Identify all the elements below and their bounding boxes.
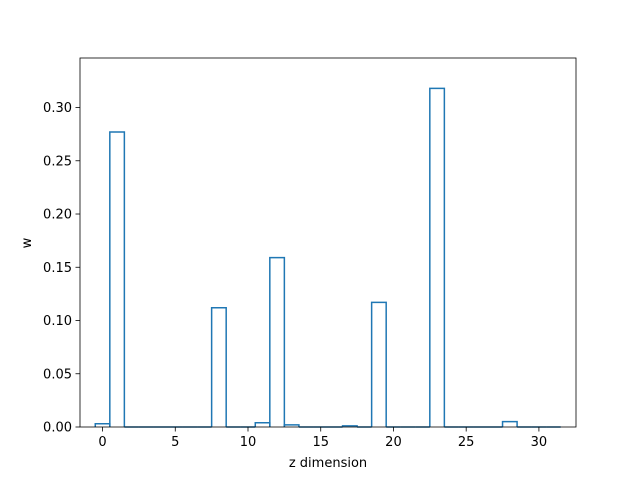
x-tick-label: 25 xyxy=(458,435,475,450)
x-tick-label: 20 xyxy=(385,435,402,450)
step-bar xyxy=(269,256,286,427)
y-tick-label: 0.20 xyxy=(43,208,72,223)
step-bar xyxy=(370,301,387,427)
step-bar xyxy=(501,420,518,427)
axes-frame xyxy=(79,57,577,428)
step-bar xyxy=(210,306,227,427)
step-bar xyxy=(429,87,446,427)
plot-area xyxy=(79,57,577,428)
x-tick-label: 15 xyxy=(312,435,329,450)
x-axis: 0 5 10 15 20 25 30 xyxy=(98,427,547,450)
x-tick-label: 5 xyxy=(171,435,179,450)
y-tick-label: 0.05 xyxy=(43,367,72,382)
x-tick-label: 10 xyxy=(240,435,257,450)
y-tick-label: 0.10 xyxy=(43,314,72,329)
y-axis-label: w xyxy=(20,237,35,248)
step-bar xyxy=(283,424,300,427)
y-tick-label: 0.30 xyxy=(43,101,72,116)
x-tick-label: 0 xyxy=(98,435,106,450)
y-tick-label: 0.00 xyxy=(43,421,72,436)
y-tick-label: 0.15 xyxy=(43,261,72,276)
y-axis: 0.00 0.05 0.10 0.15 0.20 0.25 0.30 xyxy=(43,101,80,436)
x-tick-label: 30 xyxy=(531,435,548,450)
y-tick-label: 0.25 xyxy=(43,154,72,169)
x-axis-label: z dimension xyxy=(289,456,367,471)
step-bar xyxy=(109,131,126,427)
